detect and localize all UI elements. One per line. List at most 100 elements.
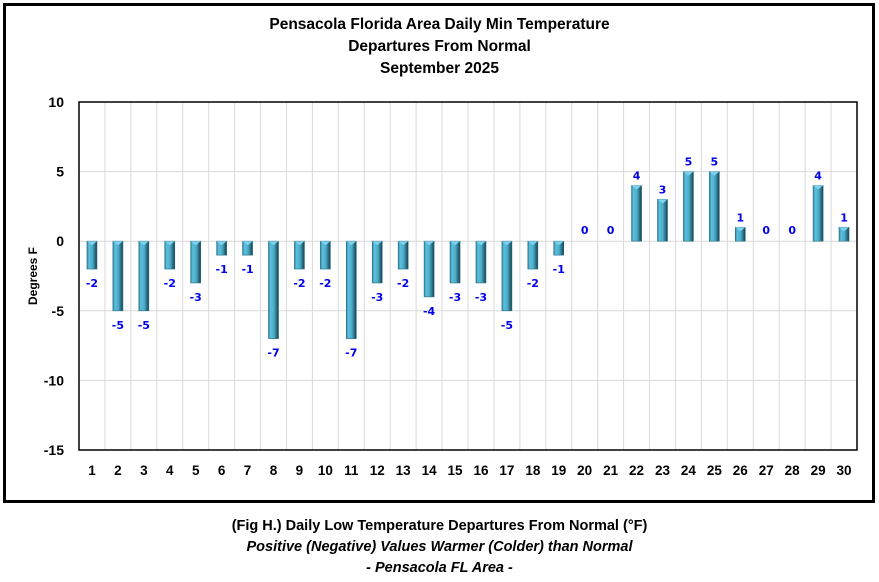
data-label: -3 [371, 291, 383, 304]
x-tick-label: 4 [166, 463, 174, 478]
bar-cap [268, 241, 279, 246]
bar-cap [527, 241, 538, 246]
bar-cap [138, 241, 149, 246]
data-label: -2 [86, 277, 98, 290]
bar-cap [683, 171, 694, 176]
bar-cap [553, 241, 564, 246]
data-label: -1 [216, 263, 228, 276]
y-tick-label: 5 [56, 164, 64, 180]
chart-title-line-1: Pensacola Florida Area Daily Min Tempera… [269, 16, 610, 33]
data-label: -2 [397, 277, 409, 290]
bar-cap [320, 241, 331, 246]
bar-cap [709, 171, 720, 176]
y-tick-label: -10 [44, 372, 64, 388]
bar-cap [242, 241, 253, 246]
x-tick-label: 6 [218, 463, 226, 478]
bar [320, 240, 331, 270]
data-label: 0 [581, 224, 589, 237]
chart-title-line-3: September 2025 [380, 60, 499, 77]
data-label: 1 [736, 211, 744, 224]
data-label: -3 [475, 291, 487, 304]
x-tick-label: 10 [318, 463, 333, 478]
figure-caption: (Fig H.) Daily Low Temperature Departure… [0, 516, 879, 579]
data-label: 0 [788, 224, 796, 237]
bar-cap [190, 241, 201, 246]
bar [294, 240, 305, 270]
data-label: -3 [190, 291, 202, 304]
bar-cap [398, 241, 409, 246]
x-tick-label: 19 [551, 463, 566, 478]
bar-cap [735, 227, 746, 232]
bar [527, 240, 539, 270]
bar-cap [813, 185, 824, 190]
chart-title-line-2: Departures From Normal [348, 38, 531, 55]
x-tick-label: 14 [422, 463, 438, 478]
bar [475, 240, 487, 284]
data-label: -5 [138, 319, 150, 332]
data-label: -2 [527, 277, 539, 290]
bar-cap [112, 241, 123, 246]
bar-cap [839, 227, 850, 232]
bar [631, 185, 642, 242]
x-tick-label: 12 [370, 463, 385, 478]
x-tick-label: 24 [681, 463, 697, 478]
x-tick-label: 29 [811, 463, 826, 478]
caption-line-2: Positive (Negative) Values Warmer (Colde… [246, 539, 633, 555]
data-label: -7 [267, 347, 279, 360]
data-label: 4 [633, 170, 641, 183]
data-label: 3 [659, 183, 667, 196]
bar-cap [501, 241, 512, 246]
bar [112, 240, 124, 312]
x-tick-label: 17 [499, 463, 514, 478]
y-tick-label: -15 [44, 442, 64, 458]
bar [138, 240, 150, 312]
bar [345, 240, 357, 339]
y-tick-label: -5 [52, 303, 65, 319]
x-tick-label: 16 [473, 463, 489, 478]
x-tick-label: 30 [837, 463, 852, 478]
bar [501, 240, 513, 312]
x-tick-label: 7 [244, 463, 252, 478]
x-tick-label: 9 [296, 463, 304, 478]
x-tick-label: 8 [270, 463, 278, 478]
bar-cap [86, 241, 97, 246]
x-tick-label: 13 [396, 463, 412, 478]
bar [164, 240, 176, 270]
x-tick-label: 18 [525, 463, 541, 478]
bar [397, 240, 409, 270]
x-tick-label: 5 [192, 463, 200, 478]
data-label: -7 [345, 347, 357, 360]
bar [683, 171, 694, 242]
bar [812, 185, 824, 242]
data-label: 1 [840, 211, 848, 224]
data-label: -2 [293, 277, 305, 290]
bars [86, 171, 850, 339]
data-label: 4 [814, 170, 822, 183]
data-label: -1 [241, 263, 253, 276]
data-label: 5 [685, 156, 693, 169]
bar-cap [424, 241, 435, 246]
x-tick-label: 15 [448, 463, 464, 478]
data-label: -5 [501, 319, 513, 332]
bar [449, 240, 461, 284]
x-tick-label: 28 [785, 463, 801, 478]
x-tick-label: 1 [88, 463, 96, 478]
x-tick-label: 22 [629, 463, 644, 478]
bar [86, 240, 98, 270]
y-tick-label: 10 [48, 94, 64, 110]
bar-cap [450, 241, 461, 246]
plot-area-border [78, 101, 858, 451]
y-tick-label: 0 [56, 233, 64, 249]
data-label: 0 [762, 224, 770, 237]
bar-cap [631, 185, 642, 190]
y-axis-label: Degrees F [26, 247, 40, 305]
x-tick-label: 11 [344, 463, 359, 478]
data-label: 5 [711, 156, 719, 169]
x-tick-label: 26 [733, 463, 749, 478]
bar [190, 240, 201, 284]
bar-cap [346, 241, 357, 246]
data-label: 0 [607, 224, 615, 237]
bar-cap [216, 241, 227, 246]
x-tick-label: 23 [655, 463, 671, 478]
